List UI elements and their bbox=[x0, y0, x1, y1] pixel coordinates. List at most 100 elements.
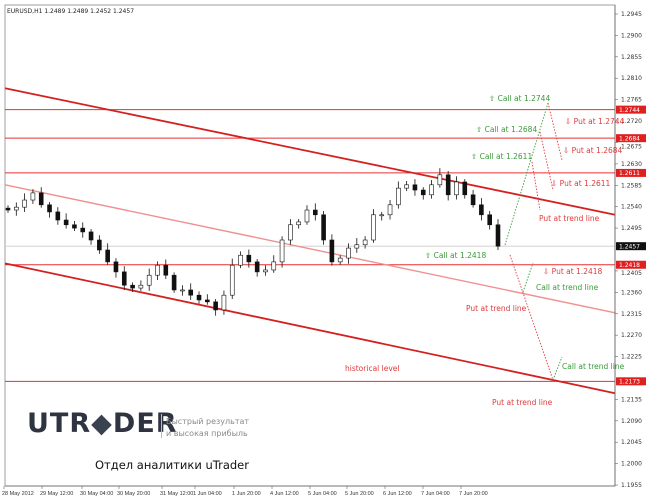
x-tick-label: 28 May 2012 bbox=[2, 491, 34, 497]
candle-body bbox=[97, 239, 102, 251]
tagline-2: и высокая прибыль bbox=[166, 429, 248, 438]
level-price-tag bbox=[616, 168, 646, 177]
candle-body bbox=[487, 214, 492, 226]
y-tick-label: 1.2225 bbox=[621, 354, 642, 361]
y-tick-label: 1.2000 bbox=[621, 461, 642, 468]
utrader-logo: UTR◆DER bbox=[27, 408, 178, 439]
y-tick-label: 1.2855 bbox=[621, 54, 642, 61]
x-tick-label: 1 Jun 20:00 bbox=[232, 491, 261, 497]
candle-body bbox=[14, 206, 19, 211]
candle-body bbox=[337, 257, 343, 263]
candle-body bbox=[462, 181, 468, 196]
candle-body bbox=[288, 224, 293, 241]
level-price-label: 1.2611 bbox=[619, 170, 640, 177]
x-tick-label: 6 Jun 12:00 bbox=[383, 491, 412, 497]
candle-body bbox=[437, 174, 443, 186]
candle-body bbox=[379, 214, 385, 217]
candle-body bbox=[113, 261, 119, 273]
candle-body bbox=[321, 214, 326, 241]
y-tick-label: 1.2585 bbox=[621, 182, 642, 189]
candle-body bbox=[205, 299, 210, 303]
candle-body bbox=[387, 204, 393, 216]
candle-body bbox=[429, 184, 434, 196]
logo-divider bbox=[161, 414, 162, 438]
candle-body bbox=[420, 189, 426, 196]
x-tick-label: 7 Jun 04:00 bbox=[421, 491, 450, 497]
tagline-1: Быстрый результат bbox=[166, 417, 250, 426]
y-tick-label: 1.2900 bbox=[621, 32, 642, 39]
candle-body bbox=[263, 269, 268, 273]
level-price-tag bbox=[616, 260, 646, 269]
x-tick-label: 5 Jun 04:00 bbox=[308, 491, 337, 497]
candle-body bbox=[5, 207, 11, 211]
candle-body bbox=[105, 249, 110, 263]
projection-put-3 bbox=[531, 161, 541, 211]
candle-body bbox=[130, 284, 135, 289]
y-tick-label: 1.2810 bbox=[621, 75, 642, 82]
level-price-tag bbox=[616, 105, 646, 114]
call-1-2744-label: ⇧ Call at 1.2744 bbox=[489, 94, 550, 103]
candle-body bbox=[146, 274, 152, 286]
call-1-2684-label: ⇧ Call at 1.2684 bbox=[476, 125, 537, 134]
candle-body bbox=[138, 284, 144, 289]
candle-body bbox=[479, 204, 484, 216]
candle-body bbox=[271, 261, 277, 271]
y-tick-label: 1.2360 bbox=[621, 289, 642, 296]
trendline-lower bbox=[4, 262, 616, 395]
historical-level-label: historical level bbox=[345, 364, 399, 373]
level-price-tag bbox=[616, 377, 646, 386]
x-tick-label: 7 Jun 20:00 bbox=[459, 491, 488, 497]
level-price-label: 1.2173 bbox=[619, 379, 640, 386]
call-trend-label-2: Call at trend line bbox=[562, 362, 625, 371]
candle-body bbox=[38, 192, 44, 206]
call-trend-label-1: Call at trend line bbox=[536, 283, 599, 292]
candle-body bbox=[163, 264, 169, 276]
put-1-2611-label: ⇩ Put at 1.2611 bbox=[551, 179, 611, 188]
x-tick-label: 31 May 12:00 bbox=[160, 491, 193, 497]
put-1-2684-label: ⇩ Put at 1.2684 bbox=[563, 146, 623, 155]
put-1-2418-label: ⇩ Put at 1.2418 bbox=[543, 267, 603, 276]
candle-body bbox=[454, 181, 459, 196]
projection-put-1 bbox=[547, 102, 563, 161]
candle-body bbox=[396, 187, 401, 206]
candle-body bbox=[296, 221, 301, 226]
y-tick-label: 1.2720 bbox=[621, 118, 642, 125]
candle-body bbox=[80, 227, 86, 233]
x-tick-label: 4 Jun 12:00 bbox=[270, 491, 299, 497]
level-price-tag bbox=[616, 134, 646, 143]
level-price-label: 1.2744 bbox=[619, 107, 640, 114]
candle-body bbox=[495, 224, 501, 247]
call-1-2611-label: ⇧ Call at 1.2611 bbox=[471, 152, 532, 161]
candle-body bbox=[121, 271, 127, 286]
candle-body bbox=[88, 231, 94, 241]
candle-body bbox=[445, 174, 451, 196]
trendline-middle bbox=[4, 184, 616, 314]
y-tick-label: 1.2405 bbox=[621, 270, 642, 277]
put-trend-label-3: Put at trend line bbox=[492, 398, 553, 407]
candle-body bbox=[304, 209, 310, 223]
candle-body bbox=[470, 194, 476, 206]
projection-down-path bbox=[509, 254, 554, 381]
level-price-label: 1.2418 bbox=[619, 262, 640, 269]
call-1-2418-label: ⇧ Call at 1.2418 bbox=[425, 251, 486, 260]
candle-body bbox=[238, 254, 243, 266]
candle-body bbox=[362, 239, 368, 246]
candle-body bbox=[279, 239, 285, 263]
x-tick-label: 30 May 20:00 bbox=[117, 491, 150, 497]
candle-body bbox=[412, 184, 418, 191]
x-tick-label: 1 Jun 04:00 bbox=[193, 491, 222, 497]
current-price-tag bbox=[616, 242, 646, 251]
candle-body bbox=[229, 264, 235, 296]
y-tick-label: 1.2765 bbox=[621, 97, 642, 104]
candle-body bbox=[55, 211, 61, 221]
candle-body bbox=[346, 247, 351, 259]
y-tick-label: 1.2630 bbox=[621, 161, 642, 168]
projection-call-1 bbox=[522, 262, 534, 293]
candle-body bbox=[246, 254, 252, 263]
y-tick-label: 1.2945 bbox=[621, 11, 642, 18]
candle-body bbox=[22, 199, 27, 208]
candle-body bbox=[188, 289, 194, 296]
projection-up-path bbox=[504, 102, 549, 246]
level-price-label: 1.2684 bbox=[619, 135, 640, 142]
